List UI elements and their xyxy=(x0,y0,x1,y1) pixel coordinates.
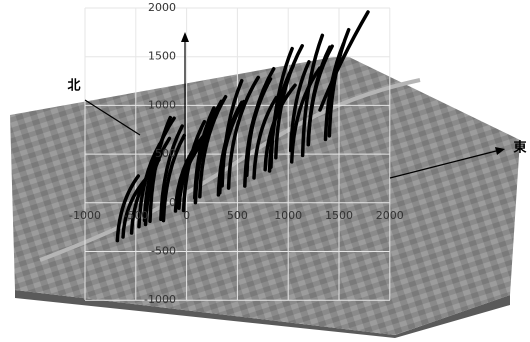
horizontal-tick-label: 2000 xyxy=(376,209,404,222)
scene: 北 東 2000 1500 1000 500 0 -500 -1000 -1000 -500 0 5… xyxy=(0,0,530,338)
terrain xyxy=(10,55,520,335)
east-label: 東 xyxy=(513,140,526,156)
north-label: 北 xyxy=(67,79,80,94)
vertical-tick-label: 500 xyxy=(155,147,176,160)
horizontal-tick-label: -500 xyxy=(123,209,148,222)
up-arrow-head xyxy=(181,32,189,42)
vertical-tick-label: 0 xyxy=(169,196,176,209)
vertical-tick-label: 1500 xyxy=(148,50,176,63)
horizontal-tick-label: -1000 xyxy=(69,209,101,222)
horizontal-tick-label: 1500 xyxy=(325,209,353,222)
vertical-tick-label: -1000 xyxy=(144,293,176,306)
vertical-tick-label: 2000 xyxy=(148,1,176,14)
page: {"labels": {"north": "北", "east": "東"}, … xyxy=(0,0,530,338)
horizontal-tick-label: 1000 xyxy=(274,209,302,222)
vertical-tick-label: 1000 xyxy=(148,98,176,111)
horizontal-tick-label: 500 xyxy=(227,209,248,222)
vertical-tick-label: -500 xyxy=(151,245,176,258)
horizontal-tick-label: 0 xyxy=(183,209,190,222)
